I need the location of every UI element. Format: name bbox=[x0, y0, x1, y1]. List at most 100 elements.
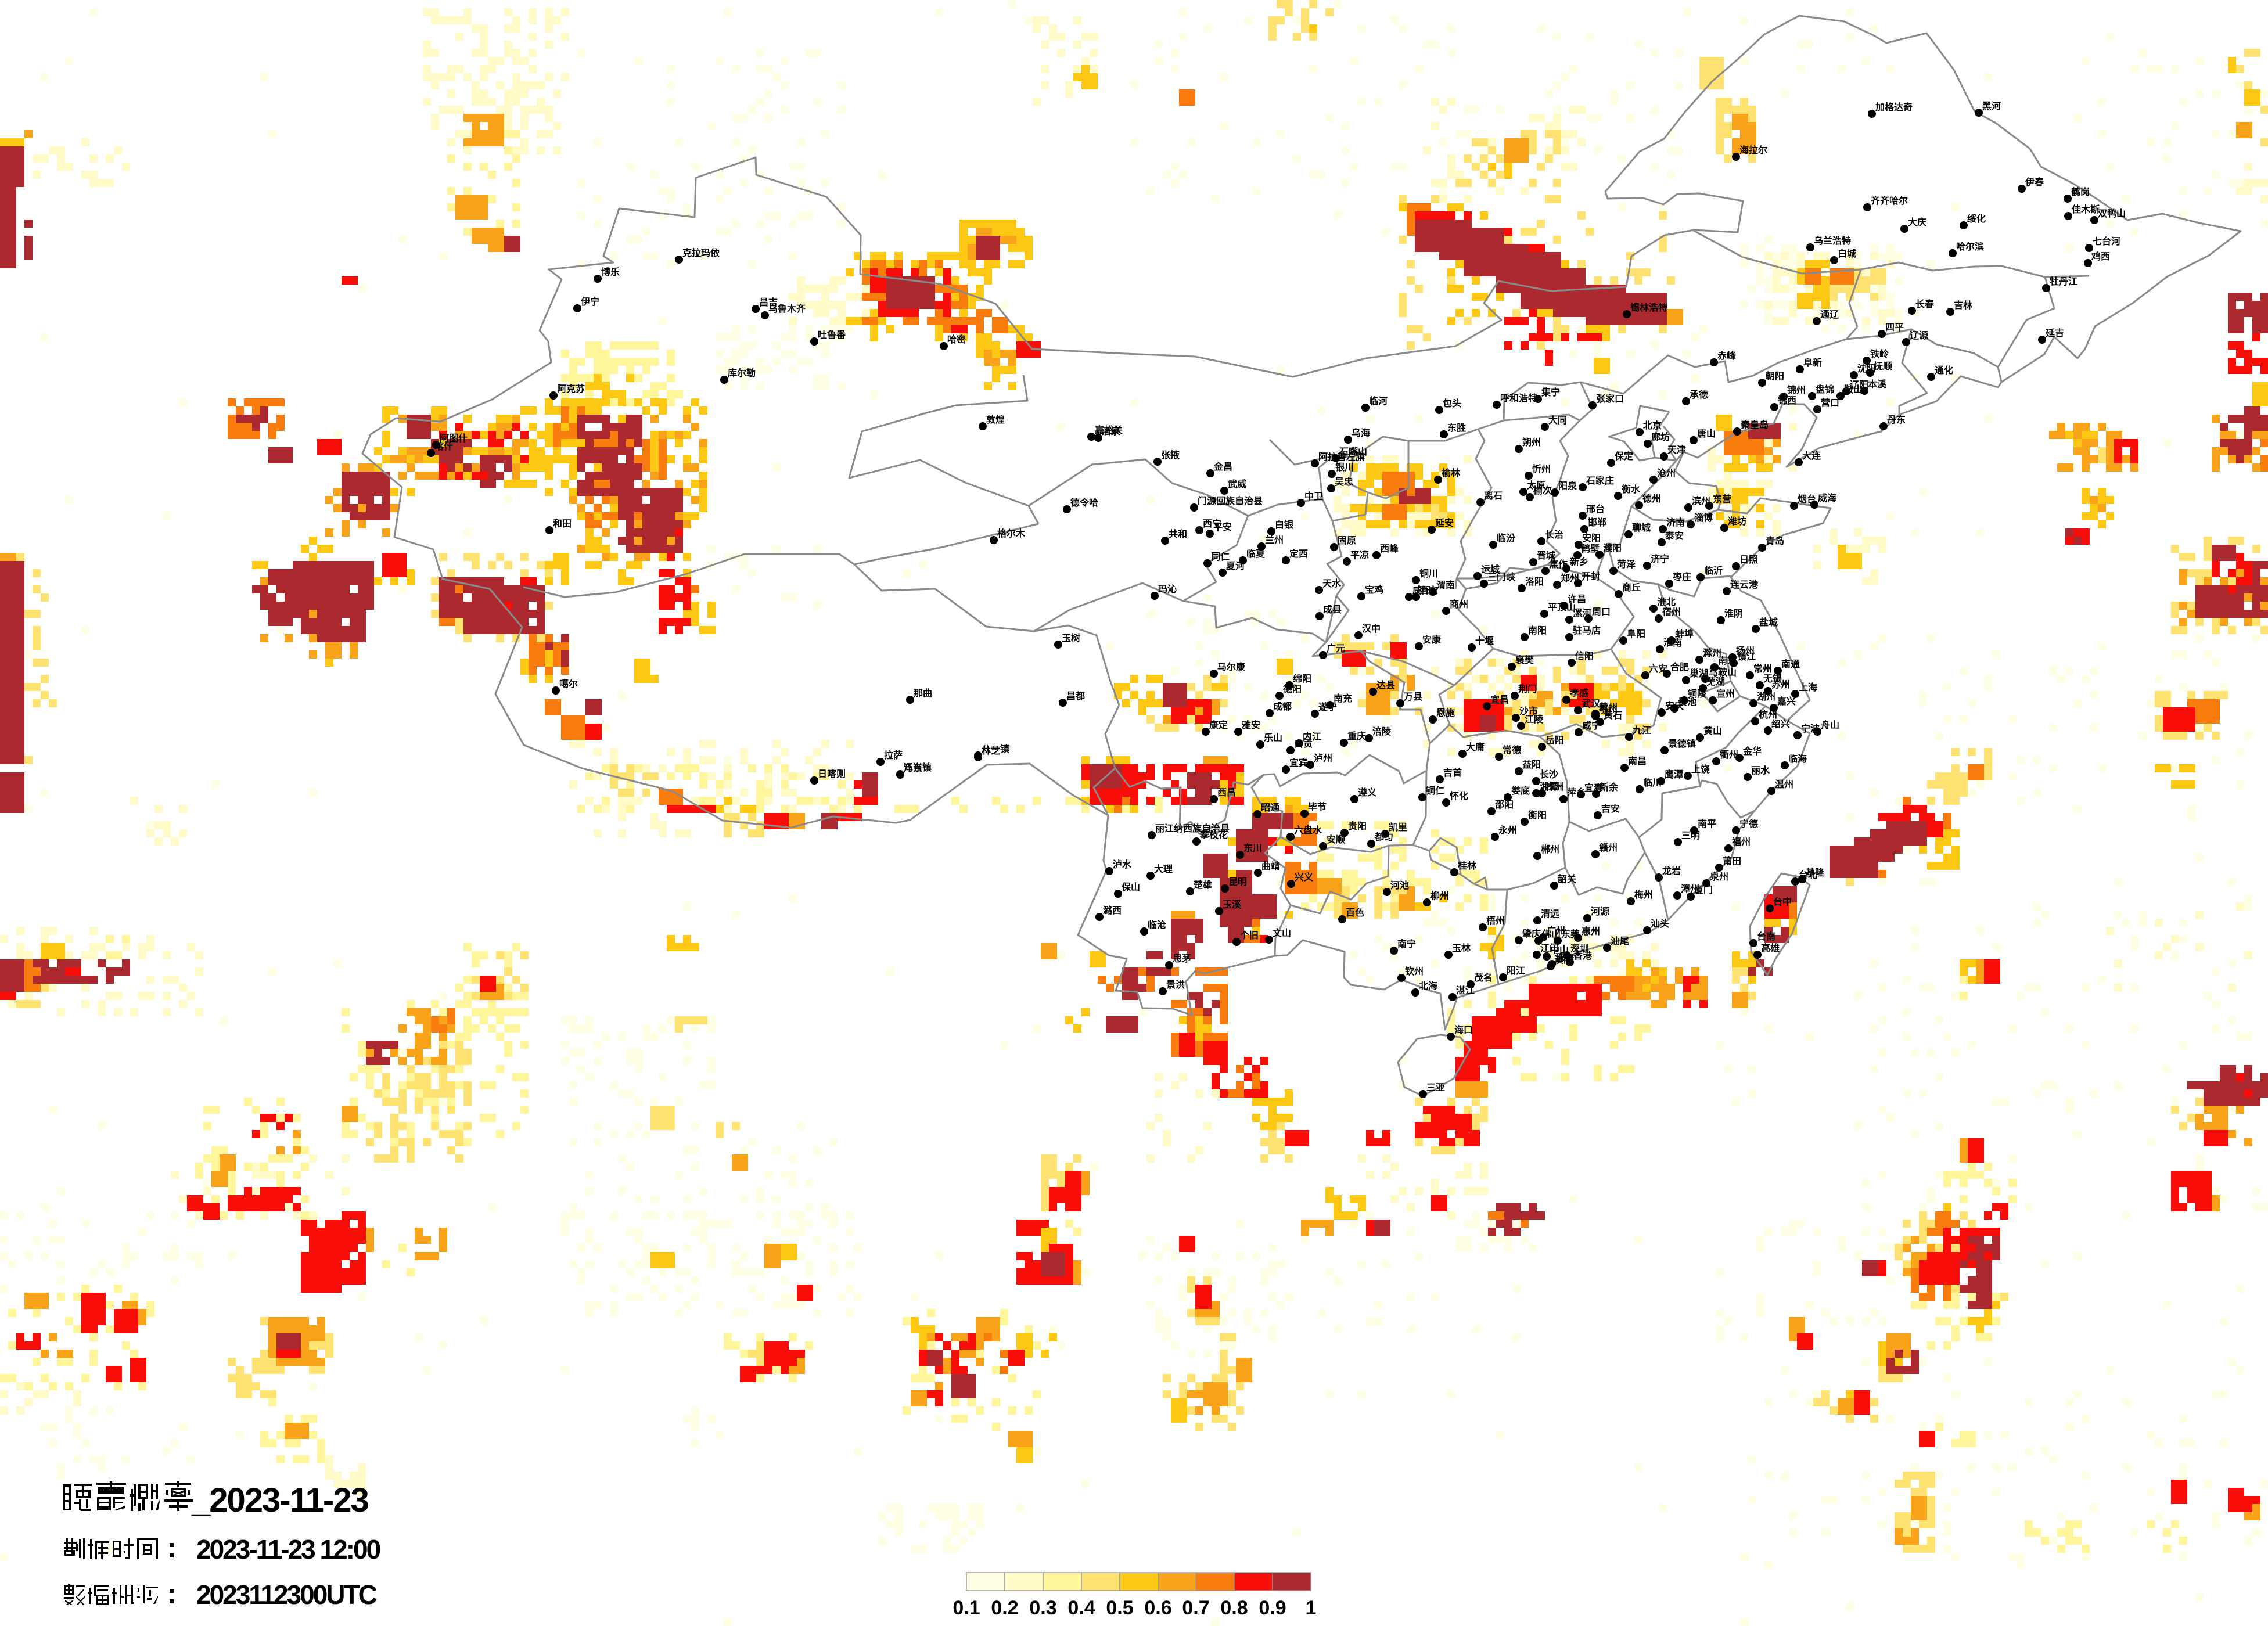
svg-text:朝阳: 朝阳 bbox=[1766, 370, 1784, 382]
svg-text:佳木斯: 佳木斯 bbox=[2072, 204, 2100, 215]
svg-text:酒泉: 酒泉 bbox=[1102, 426, 1121, 437]
svg-text:黄山: 黄山 bbox=[1703, 725, 1722, 736]
svg-text:高雄: 高雄 bbox=[1761, 942, 1780, 954]
svg-text:个旧: 个旧 bbox=[1239, 930, 1259, 941]
svg-text:宁波: 宁波 bbox=[1801, 723, 1820, 734]
svg-text:拉萨: 拉萨 bbox=[884, 750, 903, 761]
svg-text:齐齐哈尔: 齐齐哈尔 bbox=[1871, 195, 1908, 206]
svg-text:乐山: 乐山 bbox=[1264, 733, 1282, 743]
svg-text:北京: 北京 bbox=[1643, 420, 1662, 431]
svg-text:乌鲁木齐: 乌鲁木齐 bbox=[768, 303, 806, 314]
svg-text:博乐: 博乐 bbox=[601, 267, 620, 278]
svg-text:临海: 临海 bbox=[1788, 753, 1807, 764]
svg-text:遵义: 遵义 bbox=[1358, 787, 1376, 798]
svg-text:菏泽: 菏泽 bbox=[1617, 559, 1636, 570]
svg-text:金昌: 金昌 bbox=[1213, 461, 1232, 472]
svg-text:0.3: 0.3 bbox=[1029, 1597, 1056, 1619]
svg-text:濮阳: 濮阳 bbox=[1603, 542, 1622, 553]
svg-text:娄底: 娄底 bbox=[1511, 785, 1530, 796]
svg-text:茂名: 茂名 bbox=[1474, 972, 1493, 983]
svg-text:攀枝花: 攀枝花 bbox=[1199, 829, 1228, 840]
svg-text:萍乡: 萍乡 bbox=[1567, 787, 1586, 798]
svg-text:六盘水: 六盘水 bbox=[1294, 825, 1322, 836]
svg-text:周口: 周口 bbox=[1592, 607, 1611, 617]
svg-text:秦皇岛: 秦皇岛 bbox=[1740, 419, 1769, 430]
svg-text:日照: 日照 bbox=[1739, 555, 1758, 565]
svg-text:淄博: 淄博 bbox=[1694, 512, 1713, 523]
svg-text:漳州: 漳州 bbox=[1681, 883, 1699, 894]
svg-text:铜仁: 铜仁 bbox=[1426, 785, 1444, 796]
svg-text:武威: 武威 bbox=[1228, 479, 1246, 490]
svg-text:宝鸡: 宝鸡 bbox=[1365, 584, 1383, 595]
svg-text:三门峡: 三门峡 bbox=[1487, 571, 1515, 582]
svg-text:三亚: 三亚 bbox=[1426, 1082, 1445, 1093]
svg-text:苏州: 苏州 bbox=[1771, 679, 1790, 690]
svg-text:宜昌: 宜昌 bbox=[1490, 694, 1509, 705]
svg-text:北海: 北海 bbox=[1419, 980, 1437, 991]
svg-text:加格达奇: 加格达奇 bbox=[1875, 102, 1913, 113]
svg-text:伊宁: 伊宁 bbox=[580, 296, 599, 307]
svg-text:江门: 江门 bbox=[1540, 942, 1559, 954]
svg-text:大庸: 大庸 bbox=[1466, 742, 1485, 753]
svg-text:平凉: 平凉 bbox=[1350, 549, 1369, 560]
svg-text:青岛: 青岛 bbox=[1766, 535, 1784, 546]
svg-text:哈密: 哈密 bbox=[947, 334, 966, 345]
svg-text:八一镇: 八一镇 bbox=[981, 743, 1009, 754]
svg-text:重庆: 重庆 bbox=[1347, 731, 1366, 742]
svg-text:泰安: 泰安 bbox=[1665, 530, 1684, 541]
svg-text:贵阳: 贵阳 bbox=[1348, 821, 1367, 832]
svg-text:玉溪: 玉溪 bbox=[1223, 899, 1242, 910]
svg-text:邵阳: 邵阳 bbox=[1494, 800, 1514, 810]
svg-text:衢州: 衢州 bbox=[1720, 749, 1738, 760]
svg-text:上饶: 上饶 bbox=[1691, 764, 1710, 775]
svg-text:嘉峪关: 嘉峪关 bbox=[1094, 425, 1123, 436]
svg-text:淮阴: 淮阴 bbox=[1724, 608, 1743, 619]
svg-text:2023-11-23 12:00: 2023-11-23 12:00 bbox=[196, 1534, 380, 1564]
svg-text:鞍山: 鞍山 bbox=[1844, 384, 1863, 395]
svg-text:宿州: 宿州 bbox=[1662, 606, 1681, 617]
svg-text:海拉尔: 海拉尔 bbox=[1739, 145, 1767, 156]
svg-text:盐城: 盐城 bbox=[1759, 617, 1778, 628]
svg-text:天津: 天津 bbox=[1667, 445, 1686, 455]
svg-text:九江: 九江 bbox=[1632, 725, 1651, 736]
svg-text:深圳: 深圳 bbox=[1570, 943, 1589, 954]
svg-text:南通: 南通 bbox=[1781, 659, 1800, 670]
svg-text:阳泉: 阳泉 bbox=[1558, 480, 1577, 491]
svg-text:南宁: 南宁 bbox=[1397, 938, 1416, 949]
svg-text:舟山: 舟山 bbox=[1821, 720, 1839, 731]
svg-text:0.7: 0.7 bbox=[1182, 1597, 1209, 1619]
svg-text:天水: 天水 bbox=[1322, 578, 1342, 589]
svg-text:漯河: 漯河 bbox=[1573, 607, 1591, 618]
svg-text:恩施: 恩施 bbox=[1436, 707, 1455, 718]
svg-text:文山: 文山 bbox=[1273, 927, 1291, 938]
svg-text:榆次: 榆次 bbox=[1533, 485, 1552, 496]
svg-text:通辽: 通辽 bbox=[1820, 310, 1839, 320]
svg-text:阿克苏: 阿克苏 bbox=[557, 383, 585, 394]
svg-text:惠州: 惠州 bbox=[1582, 926, 1600, 937]
svg-text:桂林: 桂林 bbox=[1457, 860, 1476, 871]
svg-text:大庆: 大庆 bbox=[1908, 217, 1926, 228]
svg-text:梧州: 梧州 bbox=[1486, 915, 1505, 926]
svg-text:乌兰浩特: 乌兰浩特 bbox=[1814, 235, 1851, 246]
svg-text:汉中: 汉中 bbox=[1362, 623, 1381, 634]
svg-text:西宁: 西宁 bbox=[1203, 518, 1221, 529]
svg-text:康定: 康定 bbox=[1209, 720, 1228, 731]
svg-text:邯郸: 邯郸 bbox=[1588, 517, 1606, 528]
svg-text:本溪: 本溪 bbox=[1868, 379, 1887, 390]
svg-text:阿拉善左旗: 阿拉善左旗 bbox=[1318, 451, 1365, 462]
svg-text:成都: 成都 bbox=[1273, 701, 1292, 712]
svg-text:库尔勒: 库尔勒 bbox=[728, 368, 756, 379]
svg-text:基隆: 基隆 bbox=[1805, 867, 1825, 878]
svg-text:泸州: 泸州 bbox=[1314, 753, 1332, 764]
svg-text:盘锦: 盘锦 bbox=[1816, 384, 1834, 395]
svg-text:南京: 南京 bbox=[1718, 655, 1737, 666]
svg-text:廊坊: 廊坊 bbox=[1651, 431, 1670, 443]
svg-text:衡水: 衡水 bbox=[1622, 484, 1641, 495]
svg-text:新乡: 新乡 bbox=[1570, 556, 1588, 567]
svg-text:韶关: 韶关 bbox=[1558, 873, 1576, 884]
svg-text:百色: 百色 bbox=[1346, 907, 1364, 918]
svg-text:海口: 海口 bbox=[1454, 1024, 1473, 1035]
svg-text:德令哈: 德令哈 bbox=[1070, 497, 1098, 508]
svg-text:梅州: 梅州 bbox=[1634, 889, 1653, 900]
svg-text:湘潭: 湘潭 bbox=[1540, 781, 1558, 792]
